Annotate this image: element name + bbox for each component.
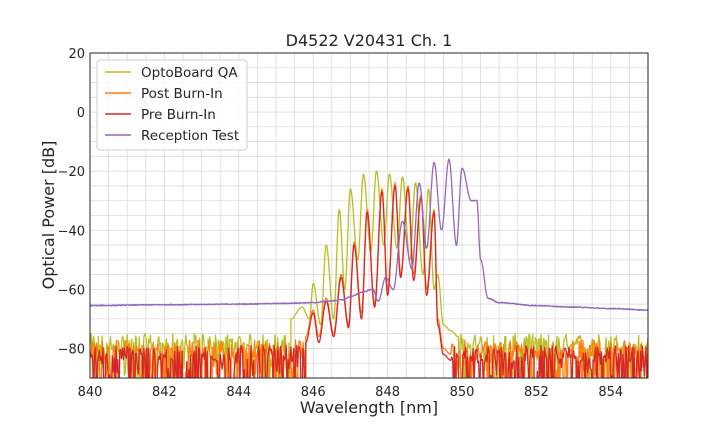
series-line [90, 185, 648, 378]
y-tick-label: −40 [58, 224, 85, 239]
y-tick-label: 20 [68, 47, 85, 62]
x-tick-label: 850 [450, 385, 475, 400]
legend: OptoBoard QA Post Burn-In Pre Burn-In Recep… [96, 59, 248, 151]
x-tick-label: 852 [524, 385, 549, 400]
y-tick-labels: 20 0 −20 −40 −60 −80 [58, 47, 85, 357]
plot-area [90, 158, 648, 378]
y-axis-label: Optical Power [dB] [39, 141, 58, 290]
legend-box [96, 59, 248, 151]
x-tick-labels: 840 842 844 846 848 850 852 854 [78, 385, 624, 400]
x-tick-label: 842 [152, 385, 177, 400]
x-tick-label: 840 [78, 385, 103, 400]
x-axis-label: Wavelength [nm] [300, 398, 438, 417]
chart-title: D4522 V20431 Ch. 1 [286, 31, 453, 50]
x-tick-label: 844 [226, 385, 251, 400]
legend-entry: Post Burn-In [141, 86, 223, 102]
x-tick-label: 848 [375, 385, 400, 400]
y-tick-label: −80 [58, 342, 85, 357]
y-tick-label: −20 [58, 165, 85, 180]
x-tick-label: 846 [301, 385, 326, 400]
legend-entry: OptoBoard QA [141, 65, 238, 81]
y-tick-label: 0 [77, 106, 85, 121]
x-tick-label: 854 [598, 385, 623, 400]
series-line [90, 158, 648, 312]
series-line [90, 170, 648, 378]
y-tick-label: −60 [58, 283, 85, 298]
plot-frame [89, 52, 649, 379]
legend-entry: Pre Burn-In [141, 107, 216, 123]
series-line [90, 182, 648, 378]
legend-entry: Reception Test [141, 128, 239, 144]
